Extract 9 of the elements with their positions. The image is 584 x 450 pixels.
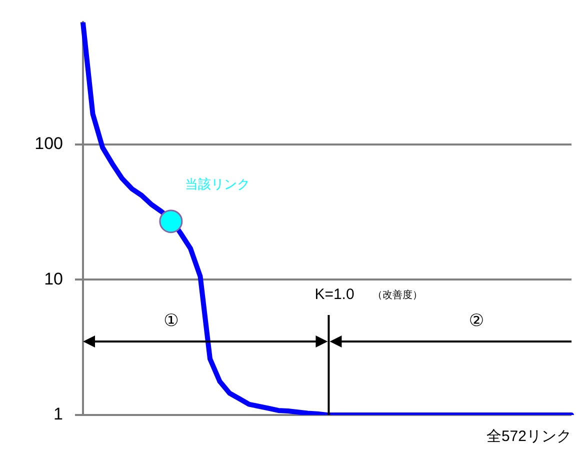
series-label: 当該リンク <box>184 176 250 192</box>
annotation: ① <box>164 310 179 330</box>
y-tick-label: 1 <box>54 404 63 424</box>
annotation: （改善度） <box>372 290 423 302</box>
annotation: K=1.0 <box>314 286 354 304</box>
y-tick-label: 100 <box>34 134 63 154</box>
y-tick-label: 10 <box>44 269 63 288</box>
x-axis-title: 全572リンク <box>486 428 572 446</box>
annotation: ② <box>468 310 484 330</box>
